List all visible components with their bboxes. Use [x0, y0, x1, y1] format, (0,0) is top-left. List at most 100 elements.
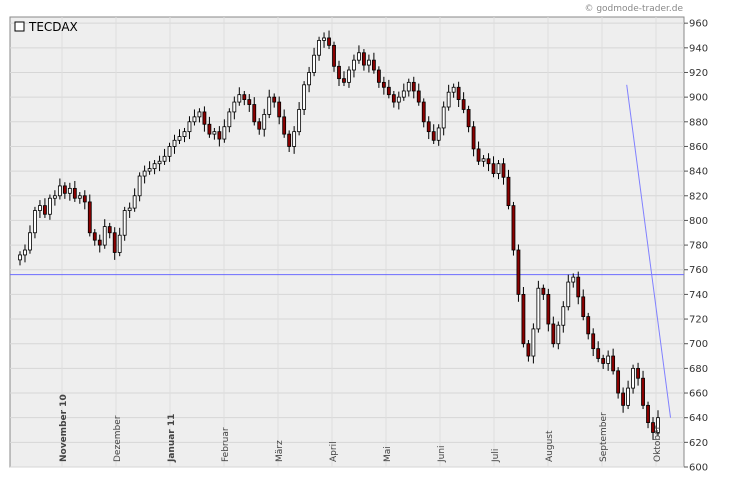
- candle-body: [561, 306, 566, 326]
- candle-body: [396, 96, 401, 103]
- candle-body: [476, 148, 481, 162]
- candle-body: [62, 185, 67, 194]
- candle-body: [636, 367, 640, 379]
- candle-body: [641, 377, 645, 406]
- y-tick-label: 700: [689, 339, 708, 350]
- candle-body: [177, 136, 182, 141]
- candle-body: [531, 328, 536, 357]
- candle-body: [97, 239, 102, 246]
- candle-body: [367, 59, 371, 66]
- candle-body: [556, 324, 561, 345]
- candle-body: [102, 226, 107, 246]
- candle-body: [132, 195, 137, 209]
- x-month-label: Dezember: [113, 415, 123, 462]
- candle-body: [292, 131, 297, 147]
- y-tick-label: 800: [689, 216, 708, 227]
- y-tick-label: 620: [689, 438, 708, 449]
- candle-body: [247, 99, 252, 105]
- candle-body: [117, 234, 122, 253]
- source-credit: © godmode-trader.de: [584, 4, 683, 14]
- candle-body: [87, 201, 92, 234]
- candle-body: [441, 106, 446, 129]
- candle-body: [182, 131, 187, 137]
- candle-body: [496, 163, 501, 174]
- x-month-label: Juni: [437, 445, 447, 463]
- candle-body: [571, 276, 576, 283]
- candle-body: [137, 175, 142, 197]
- candle-body: [207, 123, 212, 135]
- y-tick-label: 900: [689, 93, 708, 104]
- candle-body: [302, 84, 307, 110]
- candle-body: [611, 355, 616, 372]
- candle-body: [511, 205, 516, 251]
- candle-body: [127, 207, 132, 211]
- x-month-label: April: [329, 441, 339, 462]
- candle-body: [282, 116, 287, 135]
- candle-body: [586, 316, 591, 335]
- candle-body: [501, 163, 506, 178]
- candle-body: [38, 205, 42, 211]
- candle-body: [631, 367, 635, 389]
- candle-body: [212, 131, 217, 135]
- candle-body: [192, 116, 197, 123]
- y-tick-label: 760: [689, 265, 708, 276]
- candle-body: [416, 90, 421, 103]
- candle-body: [232, 101, 237, 113]
- candle-body: [461, 99, 466, 110]
- candle-body: [297, 109, 302, 133]
- candle-body: [581, 296, 586, 317]
- candle-body: [187, 121, 192, 133]
- candle-body: [616, 370, 621, 394]
- candle-body: [646, 404, 650, 424]
- candle-body: [576, 276, 581, 298]
- x-month-label: Juli: [491, 449, 501, 463]
- y-tick-label: 880: [689, 117, 708, 128]
- candle-body: [591, 333, 596, 350]
- candle-body: [43, 205, 47, 215]
- y-tick-label: 600: [689, 463, 708, 474]
- x-month-label: Mai: [383, 446, 393, 462]
- candle-body: [466, 109, 471, 128]
- chart-title: TECDAX: [28, 20, 78, 34]
- candle-body: [381, 81, 386, 88]
- candle-body: [347, 69, 351, 83]
- candle-body: [23, 249, 27, 256]
- x-month-label: August: [545, 430, 555, 462]
- candle-body: [426, 121, 431, 133]
- x-month-label: Oktober: [653, 425, 663, 462]
- x-month-label: November 10: [59, 394, 69, 462]
- candle-body: [651, 422, 655, 433]
- candle-body: [446, 91, 451, 108]
- candle-body: [262, 113, 267, 130]
- candle-body: [307, 72, 311, 86]
- candle-body: [317, 40, 321, 56]
- candle-body: [77, 195, 82, 199]
- candle-body: [167, 146, 172, 157]
- candle-body: [521, 293, 526, 345]
- candle-body: [222, 126, 227, 140]
- y-tick-label: 740: [689, 290, 708, 301]
- candle-body: [536, 287, 541, 330]
- candle-body: [48, 197, 52, 215]
- trend-line: [626, 84, 672, 418]
- candle-body: [107, 226, 112, 234]
- candle-body: [327, 37, 331, 46]
- grid-lines: [10, 22, 688, 468]
- x-month-label: September: [599, 412, 609, 462]
- x-month-label: Januar 11: [167, 414, 177, 463]
- candle-body: [72, 187, 77, 199]
- candle-body: [82, 195, 87, 203]
- candle-body: [57, 185, 62, 197]
- candle-body: [621, 392, 626, 406]
- month-gridlines: [61, 17, 657, 467]
- candle-body: [471, 126, 476, 150]
- candle-body: [606, 355, 611, 364]
- candle-body: [656, 417, 660, 433]
- candle-body: [237, 94, 242, 103]
- y-tick-label: 780: [689, 241, 708, 252]
- candle-body: [516, 249, 521, 295]
- candle-body: [172, 139, 177, 147]
- candle-body: [596, 348, 601, 359]
- candle-body: [157, 160, 162, 165]
